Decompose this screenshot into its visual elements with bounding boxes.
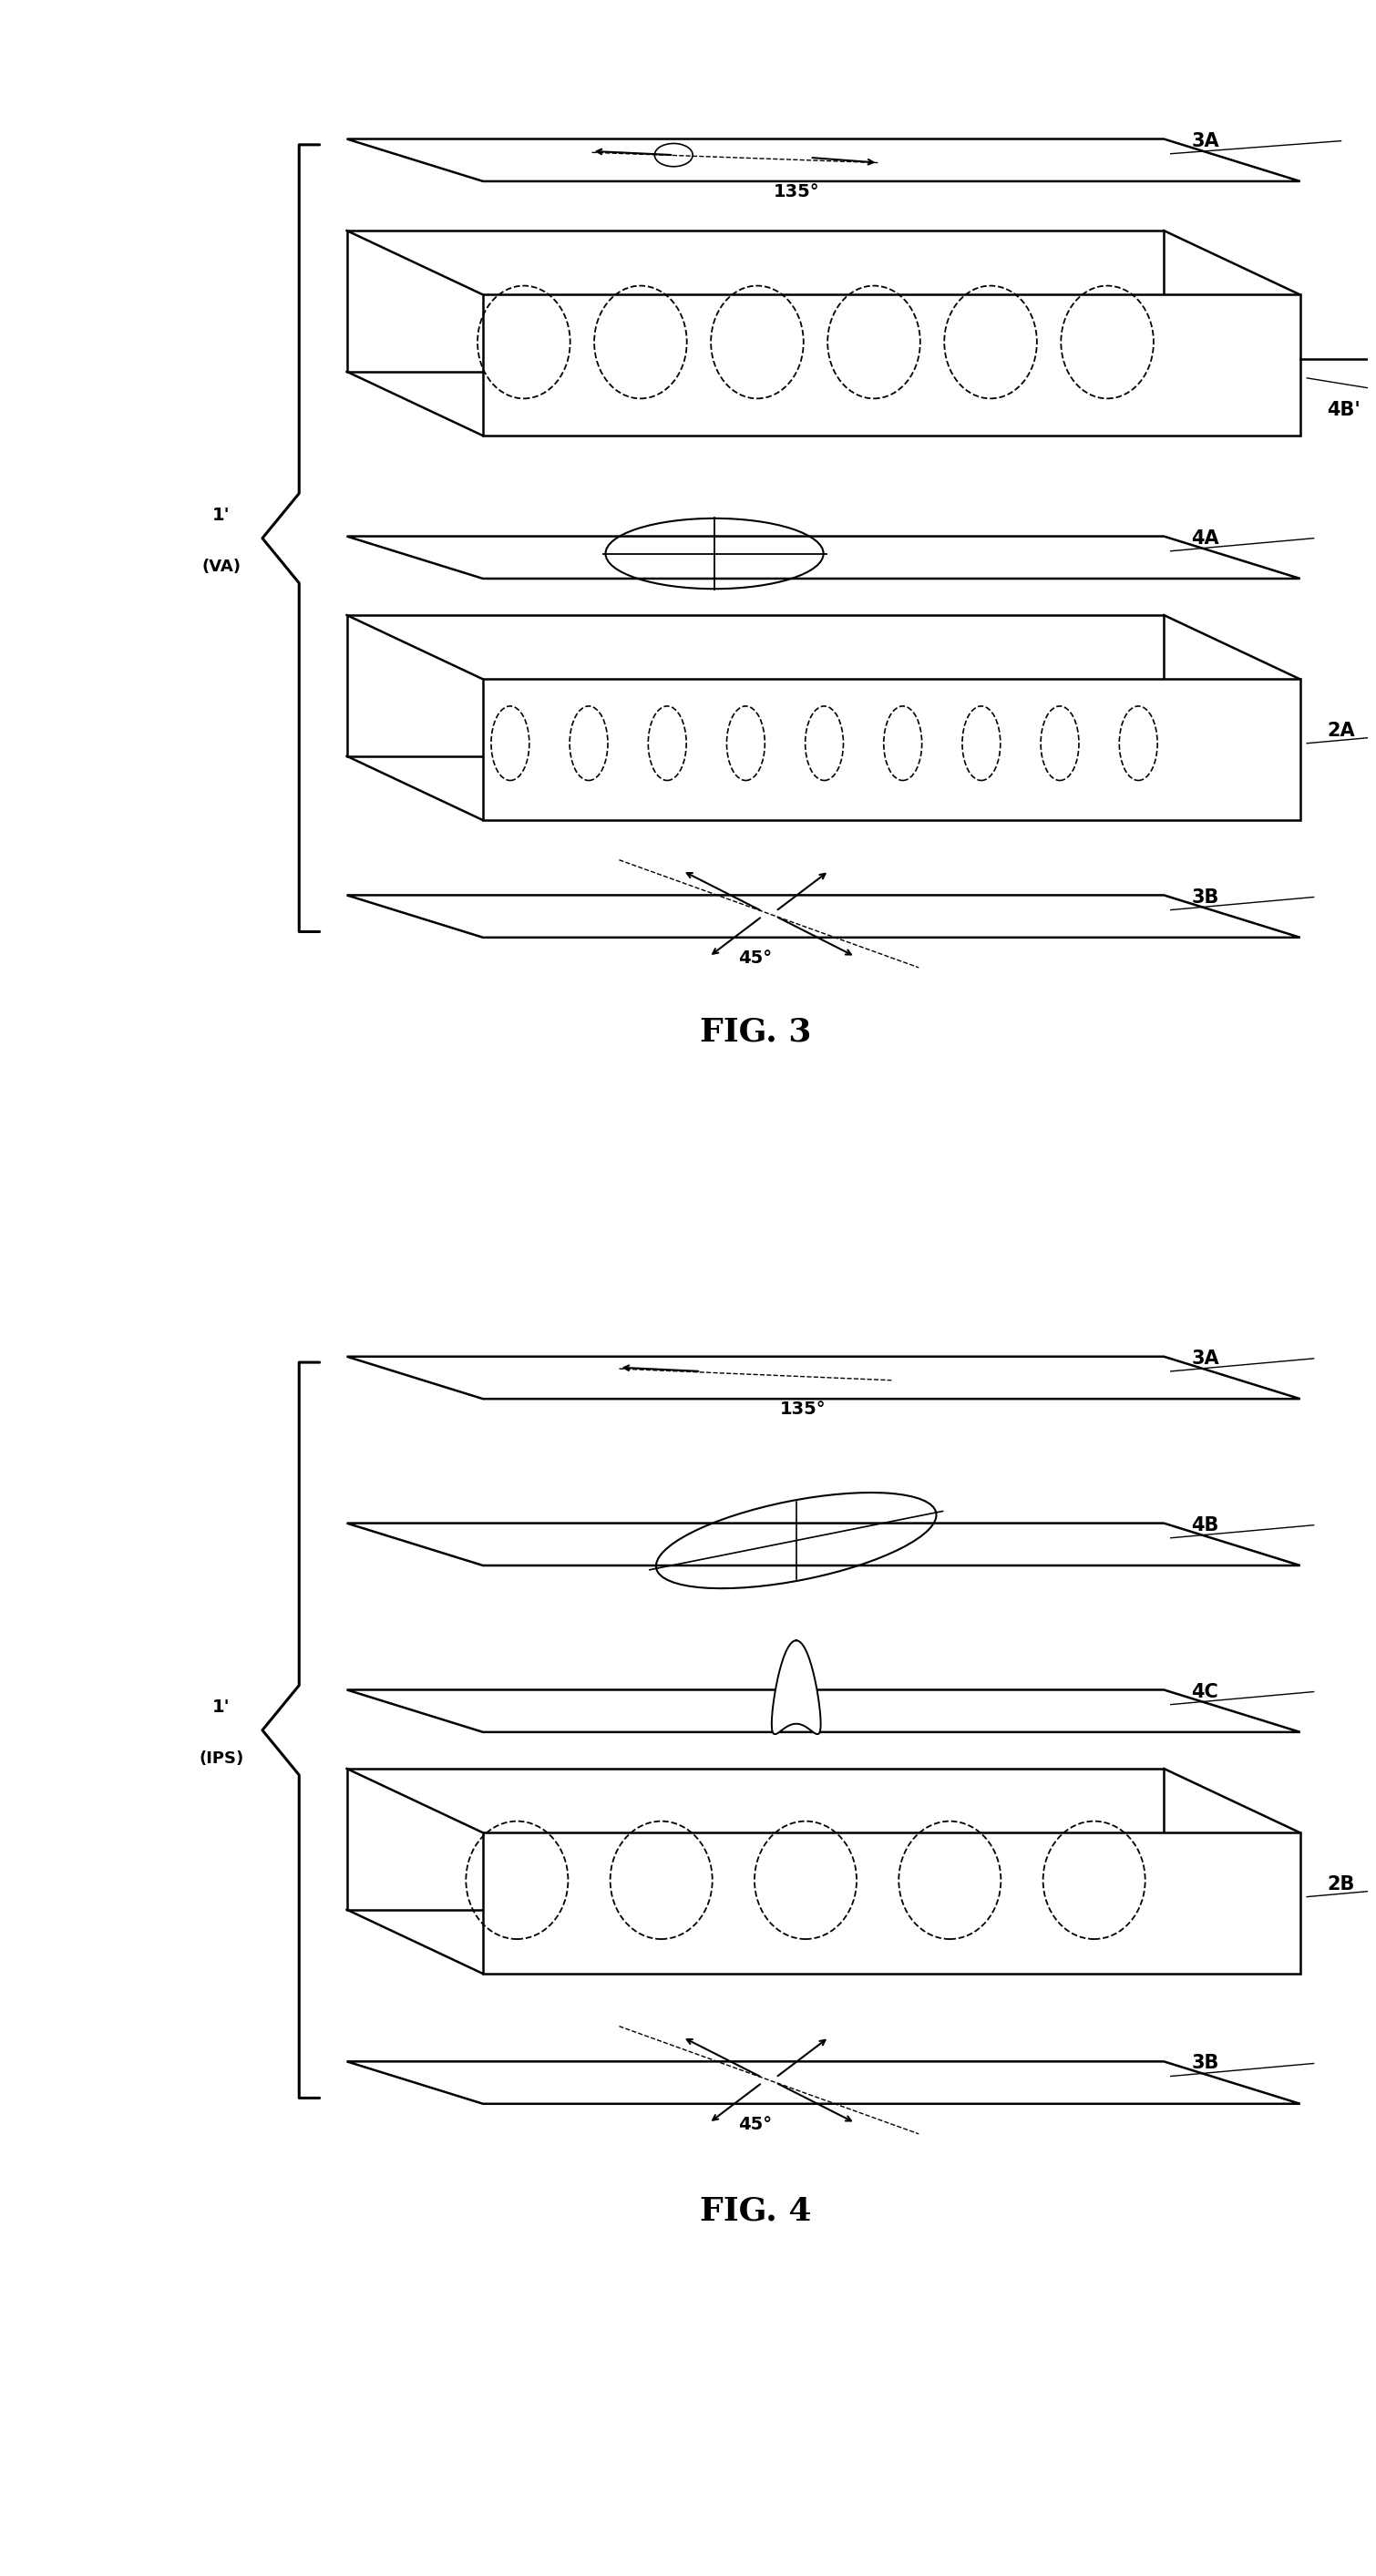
Polygon shape: [347, 232, 1164, 371]
Polygon shape: [347, 536, 1300, 580]
Text: 1': 1': [212, 507, 230, 523]
Polygon shape: [772, 1641, 820, 1734]
Polygon shape: [347, 139, 1300, 180]
Polygon shape: [483, 294, 1300, 435]
Polygon shape: [347, 1358, 1300, 1399]
Text: FIG. 3: FIG. 3: [699, 1015, 812, 1048]
Text: 2A: 2A: [1328, 721, 1355, 739]
Text: 45°: 45°: [739, 2115, 772, 2133]
Text: 3A: 3A: [1192, 1350, 1219, 1368]
Polygon shape: [347, 1690, 1300, 1731]
Text: 3B: 3B: [1192, 889, 1219, 907]
Polygon shape: [483, 680, 1300, 819]
Text: 4B: 4B: [1192, 1517, 1219, 1535]
Text: (VA): (VA): [202, 559, 241, 574]
Polygon shape: [347, 2061, 1300, 2105]
Text: 4A: 4A: [1192, 528, 1219, 546]
Text: 4C: 4C: [1192, 1682, 1218, 1700]
Text: FIG. 4: FIG. 4: [699, 2195, 812, 2226]
Text: 45°: 45°: [739, 951, 772, 966]
Polygon shape: [347, 896, 1300, 938]
Polygon shape: [347, 1522, 1300, 1566]
Text: 3A: 3A: [1192, 131, 1219, 149]
Polygon shape: [347, 1770, 1164, 1909]
Text: (IPS): (IPS): [200, 1749, 244, 1767]
Text: 3B: 3B: [1192, 2053, 1219, 2074]
Polygon shape: [347, 616, 1164, 757]
Text: 135°: 135°: [773, 183, 819, 201]
Text: 2B: 2B: [1328, 1875, 1355, 1893]
Text: 4B': 4B': [1328, 402, 1361, 420]
Text: 135°: 135°: [780, 1401, 826, 1419]
Text: 1': 1': [212, 1698, 230, 1716]
Polygon shape: [483, 1832, 1300, 1973]
